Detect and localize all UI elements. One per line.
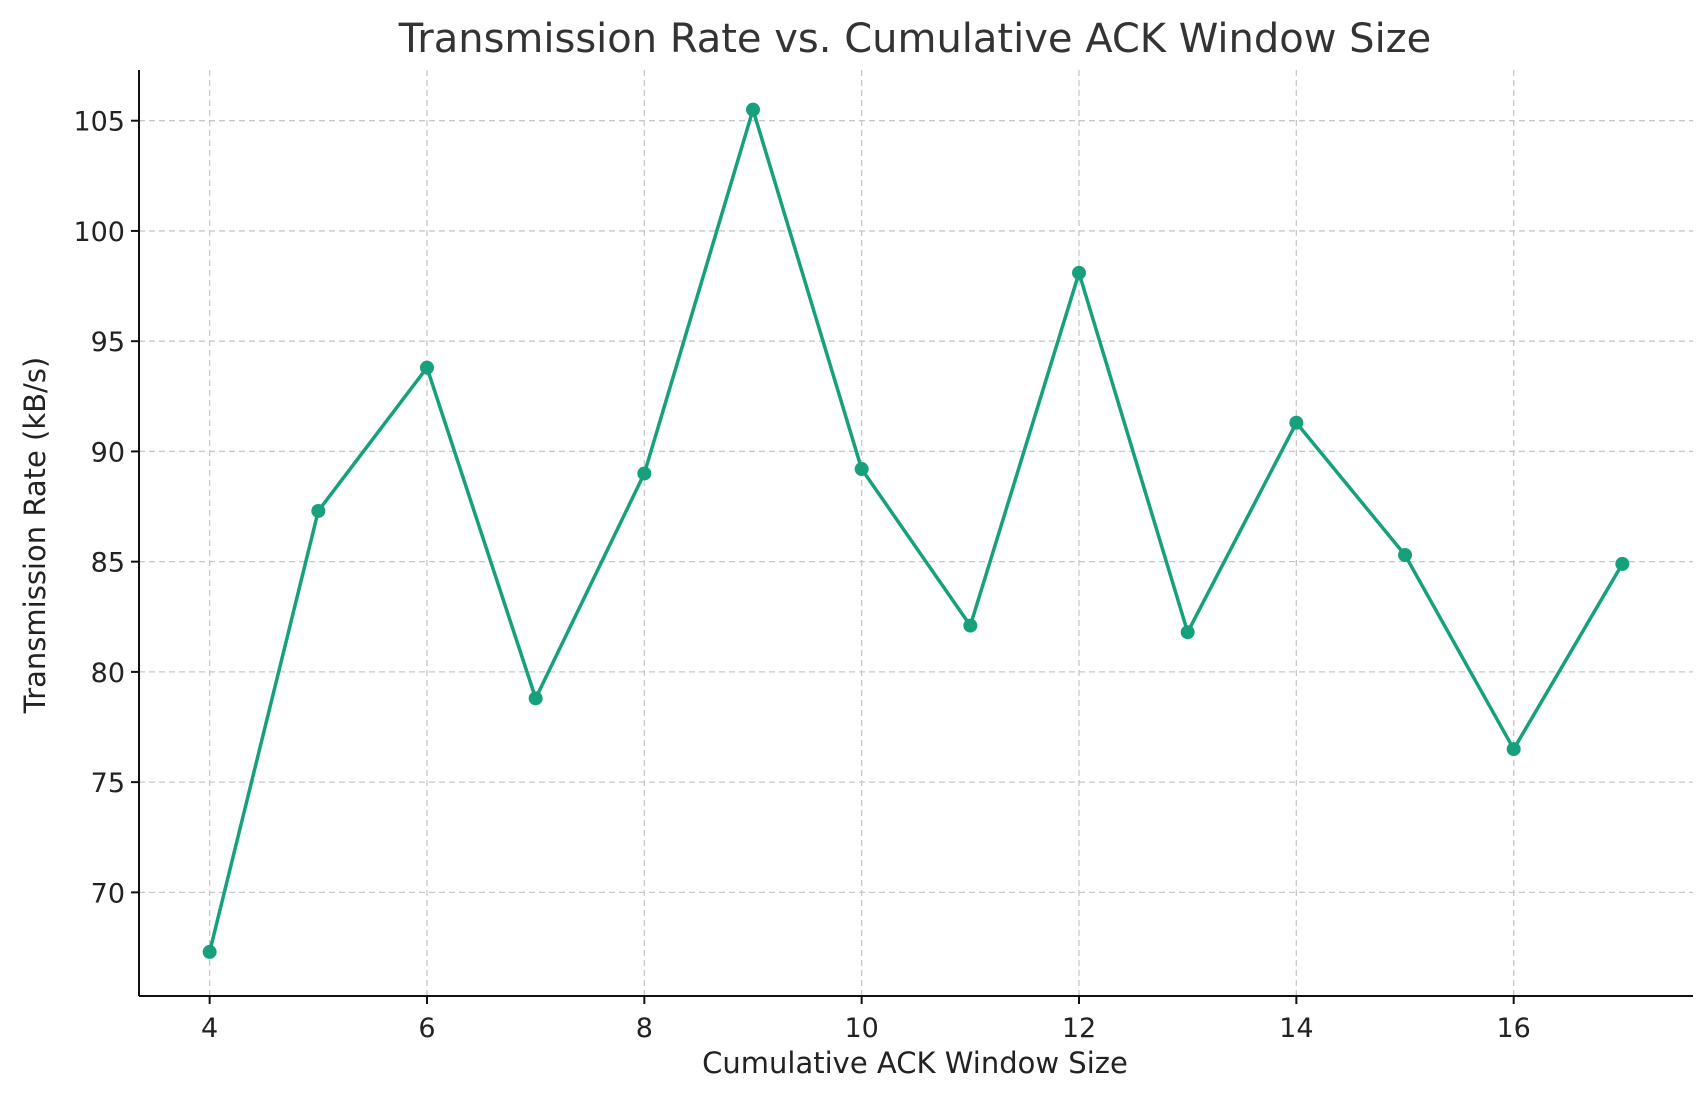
y-tick-label: 70 <box>91 878 125 909</box>
data-point <box>963 618 978 633</box>
y-tick-label: 90 <box>91 437 125 468</box>
y-tick-label: 80 <box>91 658 125 689</box>
grid-lines <box>139 70 1693 996</box>
data-point <box>637 466 652 481</box>
x-tick-label: 14 <box>1279 1013 1313 1044</box>
data-point <box>1398 548 1413 563</box>
y-tick-label: 85 <box>91 548 125 579</box>
series-line <box>207 107 1624 953</box>
data-point <box>1072 265 1087 280</box>
x-tick-label: 16 <box>1497 1013 1531 1044</box>
data-series <box>202 102 1630 959</box>
axes <box>138 70 1693 997</box>
y-tick-label: 75 <box>91 768 125 799</box>
x-tick-label: 4 <box>201 1013 218 1044</box>
data-point <box>854 462 869 477</box>
data-point <box>1180 625 1195 640</box>
y-tick-label: 95 <box>91 327 125 358</box>
data-point <box>1289 415 1304 430</box>
tick-labels: 4 6 8 10 12 14 16 70 75 80 85 90 95 100 105 <box>73 107 1530 1044</box>
data-point <box>528 691 543 706</box>
data-point <box>419 360 434 375</box>
data-point <box>1506 742 1521 757</box>
data-point <box>745 102 760 117</box>
data-point <box>311 503 326 518</box>
y-axis-label: Transmission Rate (kB/s) <box>18 357 52 714</box>
y-tick-label: 105 <box>73 107 125 138</box>
data-point <box>1615 556 1630 571</box>
y-tick-label: 100 <box>73 217 125 248</box>
x-axis-label: Cumulative ACK Window Size <box>702 1046 1128 1080</box>
x-tick-label: 12 <box>1062 1013 1096 1044</box>
chart-title: Transmission Rate vs. Cumulative ACK Win… <box>398 16 1432 62</box>
x-tick-label: 8 <box>636 1013 653 1044</box>
data-point <box>202 944 217 959</box>
x-tick-label: 10 <box>844 1013 878 1044</box>
x-tick-label: 6 <box>418 1013 435 1044</box>
